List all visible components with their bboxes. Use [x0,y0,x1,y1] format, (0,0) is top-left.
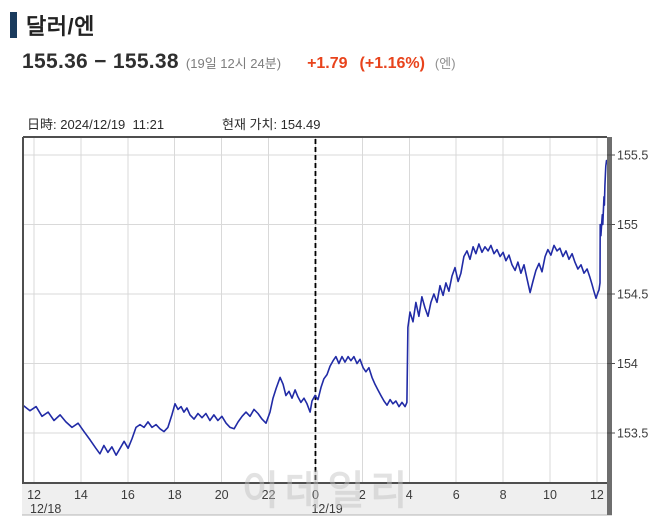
x-axis-hour-label: 20 [215,488,229,502]
quote-timestamp: (19일 12시 24분) [185,56,282,71]
x-axis-hour-label: 22 [262,488,276,502]
quote-change: +1.79 [307,55,348,72]
chart-datetime-label: 日時: 2024/12/19 11:21 [27,117,165,132]
title-row: 달러/엔 [10,9,95,41]
page-title: 달러/엔 [26,14,95,39]
x-axis-hour-label: 12 [27,488,41,502]
title-accent-bar [10,12,17,38]
quote-unit: (엔) [434,56,456,71]
y-axis-label: 154.5 [617,288,648,302]
x-axis-hour-label: 16 [121,488,135,502]
x-axis-band [22,483,612,515]
chart-header: 日時: 2024/12/19 11:21 현재 가치: 154.49 [27,114,320,133]
x-axis-date-label: 12/19 [311,502,342,516]
price-line [22,159,608,457]
chart-current-value-label: 현재 가치: 154.49 [222,117,321,132]
x-axis-hour-label: 6 [453,488,460,502]
x-axis-hour-label: 2 [359,488,366,502]
y-axis-label: 153.5 [617,426,648,440]
x-axis-hour-label: 0 [312,488,319,502]
plot-right-border-bar [607,137,612,515]
bid-ask-price: 155.36 − 155.38 [22,50,179,73]
y-axis-label: 155.5 [617,149,648,163]
watermark-text: 이데일리 [242,469,413,513]
quote-change-percent: (+1.16%) [359,55,425,72]
x-axis-hour-label: 14 [74,488,88,502]
x-axis-hour-label: 4 [406,488,413,502]
y-axis-label: 154 [617,357,638,371]
x-axis-hour-label: 18 [168,488,182,502]
x-axis-hour-label: 12 [590,488,604,502]
quote-row: 155.36 − 155.38 (19일 12시 24분) +1.79 (+1.… [22,50,456,74]
x-axis-hour-label: 8 [500,488,507,502]
x-axis-date-label: 12/18 [30,502,61,516]
y-axis-label: 155 [617,218,638,232]
x-axis-hour-label: 10 [543,488,557,502]
